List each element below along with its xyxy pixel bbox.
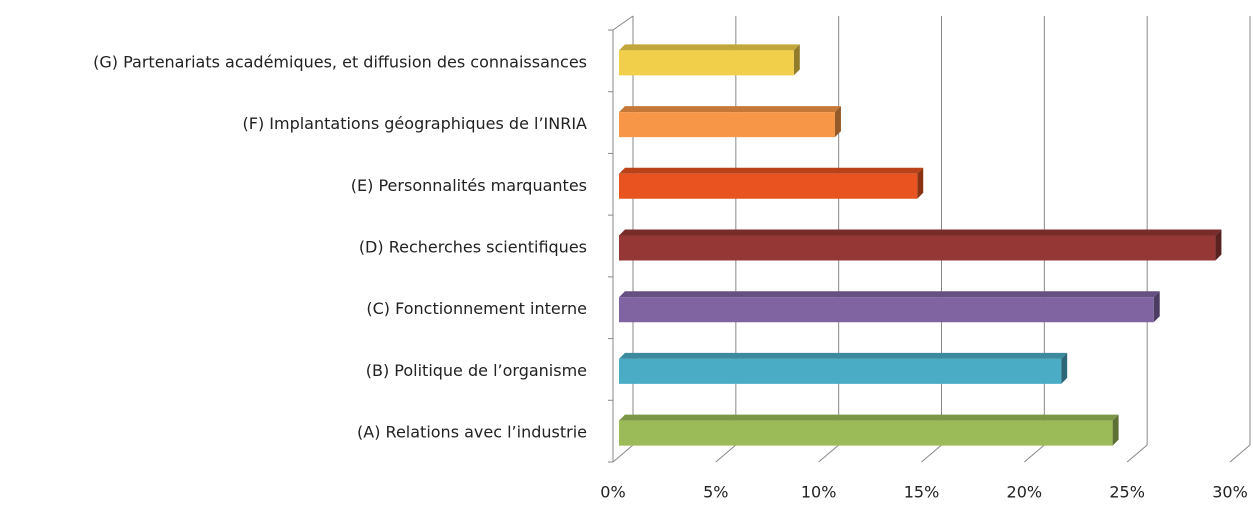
bar — [619, 229, 1222, 261]
bar — [619, 414, 1119, 446]
y-tick-label: (D) Recherches scientifiques — [359, 238, 587, 257]
bar-face — [619, 291, 1160, 298]
bar-face — [619, 352, 1068, 359]
y-tick-label: (E) Personnalités marquantes — [351, 176, 587, 195]
bar-face — [917, 167, 924, 199]
bar-face — [619, 235, 1216, 261]
bar-face — [619, 358, 1062, 384]
bar-face — [619, 297, 1154, 323]
bar-face — [1061, 352, 1068, 384]
bar — [619, 352, 1068, 384]
x-tick-label: 20% — [1007, 483, 1043, 502]
bar-face — [619, 167, 924, 174]
x-tick-label: 30% — [1212, 483, 1248, 502]
y-tick-label: (C) Fonctionnement interne — [366, 299, 587, 318]
x-tick-label: 5% — [703, 483, 728, 502]
y-tick-label: (F) Implantations géographiques de l’INR… — [243, 114, 588, 133]
bar — [619, 167, 924, 199]
grid-line — [818, 444, 839, 463]
bar-face — [1112, 414, 1119, 446]
bar-face — [619, 173, 918, 199]
bar — [619, 291, 1160, 323]
grid-line — [612, 444, 634, 463]
x-tick-label: 0% — [600, 483, 625, 502]
x-tick-label: 15% — [904, 483, 940, 502]
bar-face — [619, 229, 1222, 236]
x-tick-label: 25% — [1109, 483, 1145, 502]
y-tick-label: (G) Partenariats académiques, et diffusi… — [93, 52, 587, 71]
grid-line — [1024, 444, 1045, 463]
bar-face — [619, 420, 1113, 446]
bar-face — [619, 414, 1119, 421]
grid-line — [715, 444, 737, 463]
bar-face — [619, 50, 794, 76]
bar-face — [1215, 229, 1222, 261]
bar-face — [1153, 291, 1160, 323]
bar-face — [619, 44, 800, 51]
bar — [619, 44, 800, 76]
bar-face — [834, 106, 841, 138]
grid-line — [1126, 444, 1148, 463]
grid-line — [1229, 444, 1251, 463]
bar-face — [619, 106, 841, 113]
y-tick-label: (A) Relations avec l’industrie — [357, 423, 587, 442]
grid-line — [921, 444, 942, 463]
bar — [619, 106, 841, 138]
axis-line — [612, 15, 634, 31]
x-tick-label: 10% — [801, 483, 837, 502]
bar-face — [619, 112, 835, 138]
bar-face — [793, 44, 800, 76]
y-tick-label: (B) Politique de l’organisme — [366, 361, 587, 380]
